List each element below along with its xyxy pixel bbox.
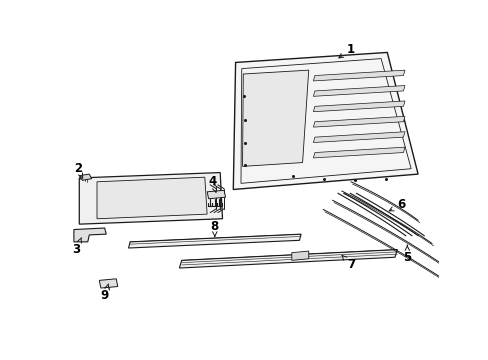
Text: 7: 7 xyxy=(342,255,354,271)
Text: 9: 9 xyxy=(101,284,109,302)
Polygon shape xyxy=(128,234,301,248)
Polygon shape xyxy=(313,147,404,158)
Polygon shape xyxy=(313,70,404,81)
Text: 3: 3 xyxy=(72,238,81,256)
Polygon shape xyxy=(179,249,396,268)
Text: 6: 6 xyxy=(388,198,405,211)
Text: 2: 2 xyxy=(74,162,82,178)
Polygon shape xyxy=(207,190,225,199)
Polygon shape xyxy=(313,132,404,143)
Polygon shape xyxy=(313,86,404,96)
Polygon shape xyxy=(313,116,404,127)
Polygon shape xyxy=(79,172,222,224)
Polygon shape xyxy=(79,174,91,180)
Text: 8: 8 xyxy=(210,220,219,236)
Polygon shape xyxy=(233,53,417,189)
Polygon shape xyxy=(241,59,410,183)
Polygon shape xyxy=(99,279,118,288)
Polygon shape xyxy=(242,70,308,166)
Polygon shape xyxy=(291,251,308,260)
Text: 1: 1 xyxy=(338,43,354,58)
Text: 4: 4 xyxy=(208,175,216,192)
Polygon shape xyxy=(74,228,106,242)
Polygon shape xyxy=(97,177,207,219)
Polygon shape xyxy=(313,101,404,112)
Text: 5: 5 xyxy=(403,245,410,264)
